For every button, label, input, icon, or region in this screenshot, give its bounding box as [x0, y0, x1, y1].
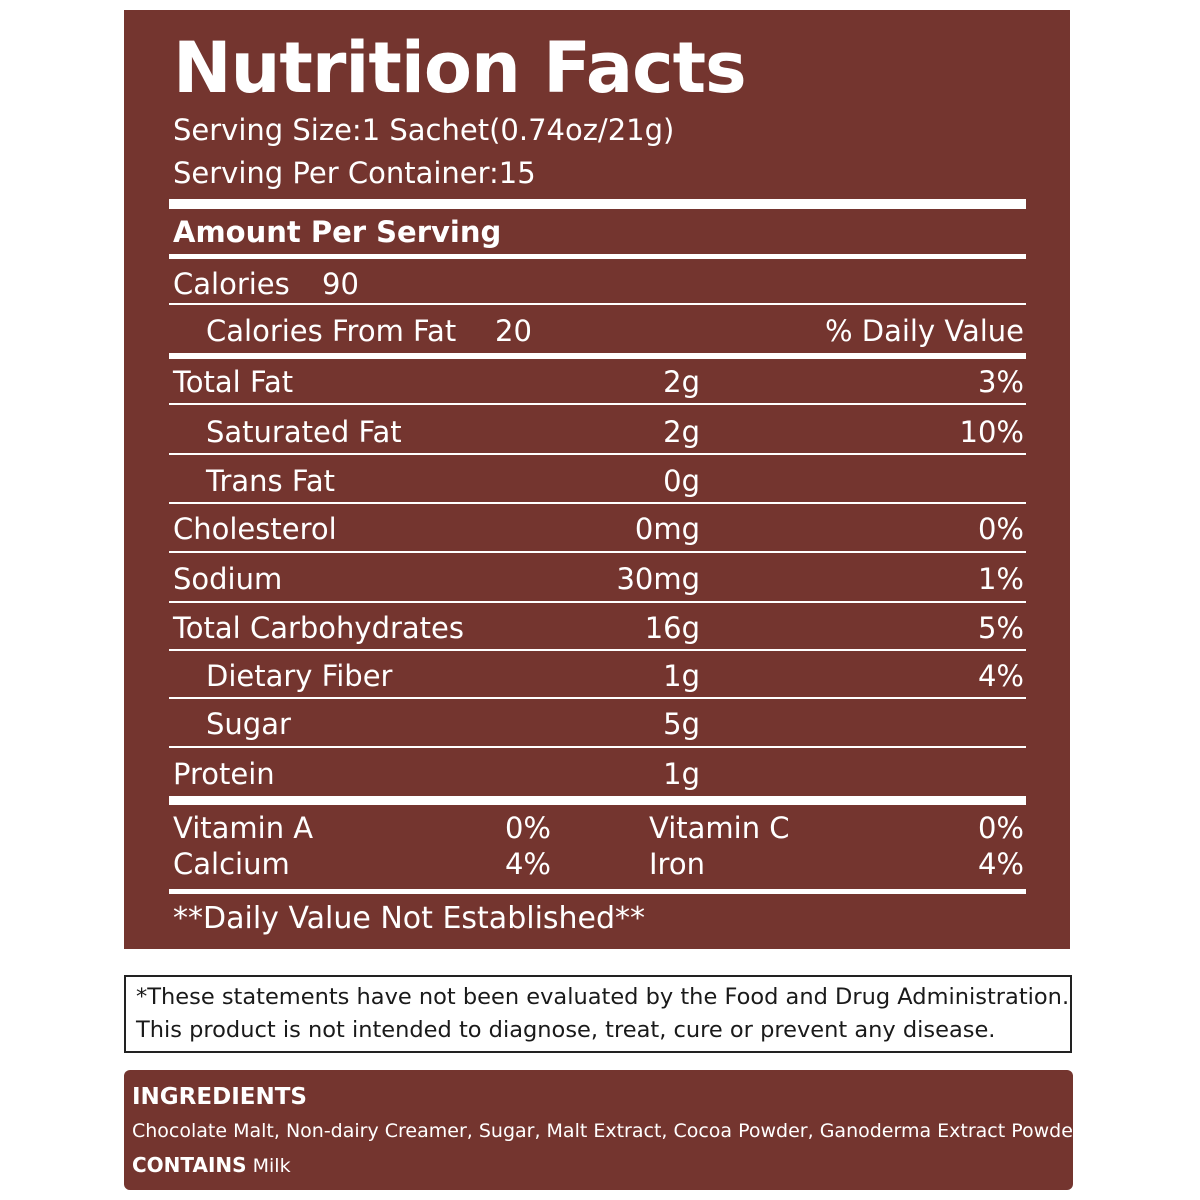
- nutrient-label: Saturated Fat: [206, 415, 402, 449]
- servings-per-container: Serving Per Container:15: [173, 156, 536, 190]
- nutrition-facts-panel: Nutrition Facts Serving Size:1 Sachet(0.…: [124, 10, 1070, 949]
- divider: [169, 303, 1026, 305]
- daily-value-header: % Daily Value: [824, 314, 1024, 348]
- serving-size: Serving Size:1 Sachet(0.74oz/21g): [173, 113, 675, 147]
- vitamin-a-label: Vitamin A: [173, 811, 314, 845]
- ingredients-box: INGREDIENTS Chocolate Malt, Non-dairy Cr…: [124, 1070, 1081, 1190]
- calcium-value: 4%: [504, 847, 551, 881]
- divider: [169, 254, 1026, 259]
- vitamin-a-value: 0%: [504, 811, 551, 845]
- nutrient-label: Protein: [173, 757, 275, 791]
- ingredients-heading: INGREDIENTS: [132, 1084, 307, 1110]
- amount-per-serving-heading: Amount Per Serving: [173, 215, 502, 249]
- nutrient-label: Sodium: [173, 562, 283, 596]
- nutrient-amount: 1g: [663, 659, 700, 693]
- divider: [169, 502, 1026, 504]
- nutrient-amount: 0mg: [634, 512, 700, 546]
- disclaimer-line: *These statements have not been evaluate…: [136, 984, 1070, 1010]
- nutrient-daily-value: 1%: [977, 562, 1024, 596]
- nutrient-daily-value: 4%: [977, 659, 1024, 693]
- nutrient-amount: 0g: [663, 464, 700, 498]
- iron-label: Iron: [649, 847, 705, 881]
- divider: [169, 889, 1026, 894]
- contains-value: Milk: [252, 1155, 291, 1177]
- thick-divider: [169, 796, 1026, 805]
- calories-value: 90: [322, 267, 359, 301]
- nutrient-amount: 1g: [663, 757, 700, 791]
- nutrient-daily-value: 3%: [977, 365, 1024, 399]
- disclaimer-line: This product is not intended to diagnose…: [136, 1017, 996, 1043]
- nutrient-amount: 30mg: [616, 562, 700, 596]
- nutrient-label: Total Fat: [173, 365, 294, 399]
- nutrient-daily-value: 10%: [959, 415, 1024, 449]
- divider: [169, 353, 1026, 359]
- nutrient-label: Dietary Fiber: [206, 659, 393, 693]
- divider: [169, 697, 1026, 699]
- calories-from-fat-label: Calories From Fat: [206, 314, 457, 348]
- calories-label: Calories: [173, 267, 290, 301]
- contains-label: CONTAINS: [132, 1153, 247, 1177]
- nutrient-daily-value: 5%: [977, 611, 1024, 645]
- calcium-label: Calcium: [173, 847, 290, 881]
- divider: [169, 403, 1026, 405]
- nutrient-amount: 5g: [663, 707, 700, 741]
- contains-line: CONTAINS Milk: [132, 1152, 291, 1179]
- nutrient-label: Sugar: [206, 707, 291, 741]
- divider: [169, 601, 1026, 603]
- nutrient-amount: 16g: [644, 611, 700, 645]
- fda-disclaimer-box: *These statements have not been evaluate…: [124, 975, 1072, 1053]
- divider: [169, 551, 1026, 553]
- calories-from-fat-value: 20: [495, 314, 532, 348]
- nutrient-daily-value: 0%: [977, 512, 1024, 546]
- nutrient-amount: 2g: [663, 415, 700, 449]
- nutrient-label: Trans Fat: [206, 464, 336, 498]
- divider: [169, 746, 1026, 748]
- nutrient-label: Total Carbohydrates: [173, 611, 465, 645]
- divider: [169, 453, 1026, 455]
- panel-title: Nutrition Facts: [173, 27, 747, 109]
- vitamin-c-value: 0%: [977, 811, 1024, 845]
- nutrient-amount: 2g: [663, 365, 700, 399]
- vitamin-c-label: Vitamin C: [649, 811, 790, 845]
- daily-value-footnote: **Daily Value Not Established**: [173, 901, 646, 936]
- nutrient-label: Cholesterol: [173, 512, 337, 546]
- iron-value: 4%: [977, 847, 1024, 881]
- thick-divider: [169, 199, 1026, 209]
- ingredients-list: Chocolate Malt, Non-dairy Creamer, Sugar…: [132, 1120, 1081, 1142]
- divider: [169, 649, 1026, 651]
